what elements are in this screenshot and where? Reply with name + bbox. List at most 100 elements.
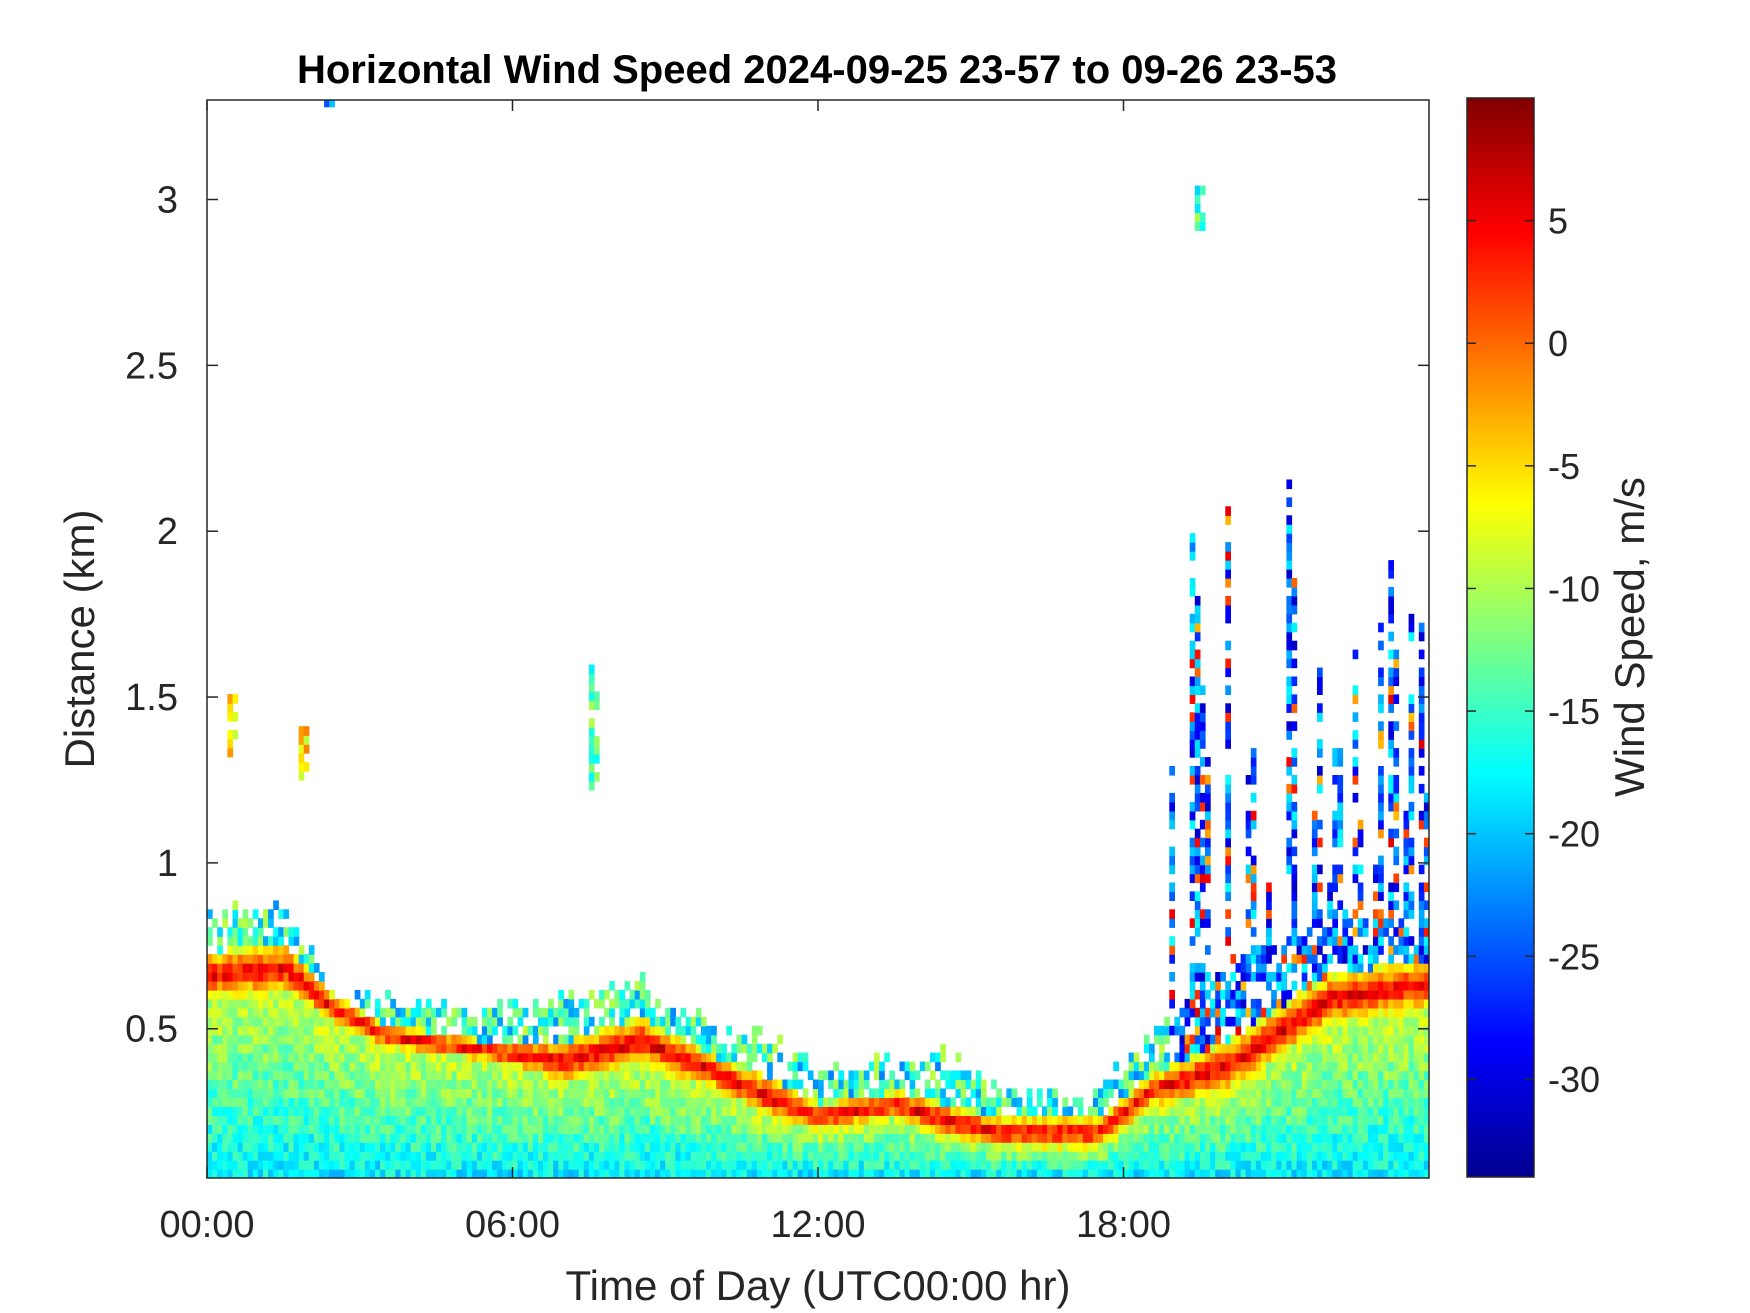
heatmap-cell [1255, 1007, 1262, 1018]
heatmap-cell [655, 998, 661, 1009]
heatmap-cell [1291, 1052, 1298, 1063]
heatmap-cell [884, 1079, 890, 1090]
heatmap-cell [313, 1097, 320, 1107]
heatmap-cell [777, 1079, 783, 1090]
heatmap-cell [441, 1097, 447, 1107]
heatmap-cell [1154, 1106, 1160, 1116]
heatmap-cell [420, 1070, 427, 1081]
heatmap-cell [741, 1151, 748, 1161]
heatmap-cell [792, 1142, 799, 1152]
heatmap-cell [339, 1052, 346, 1063]
heatmap-cell [1011, 1169, 1018, 1178]
heatmap-cell [466, 1169, 473, 1178]
heatmap-cell [1398, 1034, 1405, 1045]
heatmap-cell [1159, 1124, 1165, 1134]
heatmap-cell [1189, 1133, 1196, 1143]
heatmap-cell [1327, 1151, 1333, 1161]
heatmap-cell [319, 972, 325, 982]
heatmap-cell [1149, 1088, 1155, 1098]
heatmap-cell [522, 1160, 529, 1170]
heatmap-cell [308, 1043, 315, 1054]
heatmap-cell [268, 972, 274, 982]
heatmap-cell [1042, 1115, 1048, 1125]
heatmap-cell [1403, 864, 1410, 875]
heatmap-cell [334, 1169, 340, 1178]
heatmap-cell [497, 1160, 503, 1170]
heatmap-cell [1215, 1106, 1221, 1116]
heatmap-cell [257, 1115, 264, 1125]
heatmap-cell [242, 936, 249, 946]
heatmap-cell [497, 1169, 503, 1178]
heatmap-cell [227, 989, 234, 1000]
heatmap-cell [1403, 1097, 1410, 1107]
heatmap-cell [1199, 1115, 1206, 1125]
heatmap-cell [207, 972, 213, 982]
heatmap-cell [1342, 1061, 1349, 1072]
heatmap-cell [848, 1079, 855, 1090]
heatmap-cell [986, 1169, 992, 1178]
heatmap-cell [568, 1034, 575, 1045]
heatmap-cell [588, 1169, 595, 1178]
heatmap-cell [894, 1097, 901, 1107]
heatmap-cell [670, 1070, 676, 1081]
heatmap-cell [293, 1160, 300, 1170]
heatmap-cell [746, 1052, 753, 1063]
heatmap-cell [1418, 730, 1425, 740]
heatmap-cell [1230, 972, 1237, 982]
heatmap-cell [268, 1061, 274, 1072]
heatmap-cell [222, 1169, 228, 1178]
heatmap-cell [1398, 1025, 1405, 1036]
heatmap-cell [1042, 1142, 1048, 1152]
heatmap-cell [711, 1169, 717, 1178]
heatmap-cell [1286, 1007, 1293, 1018]
heatmap-cell [441, 1115, 447, 1125]
heatmap-cell [700, 1106, 707, 1116]
heatmap-cell [425, 1115, 432, 1125]
heatmap-cell [1291, 586, 1298, 597]
heatmap-cell [930, 1124, 936, 1134]
heatmap-cell [476, 1142, 483, 1152]
heatmap-cell [1367, 998, 1374, 1009]
heatmap-cell [1199, 918, 1206, 928]
heatmap-cell [1169, 918, 1175, 928]
heatmap-cell [909, 1079, 916, 1090]
heatmap-cell [1205, 989, 1211, 1000]
heatmap-cell [375, 1070, 381, 1081]
heatmap-cell [252, 927, 259, 937]
heatmap-cell [914, 1169, 921, 1178]
heatmap-cell [660, 1160, 666, 1170]
heatmap-cell [278, 1025, 284, 1036]
heatmap-cell [879, 1142, 885, 1152]
heatmap-cell [1418, 1160, 1425, 1170]
heatmap-cell [308, 1088, 315, 1098]
heatmap-cell [553, 1160, 559, 1170]
heatmap-cell [232, 729, 239, 740]
heatmap-cell [237, 1043, 244, 1054]
heatmap-cell [563, 1133, 570, 1143]
heatmap-cell [1036, 1142, 1043, 1152]
heatmap-cell [1016, 1133, 1023, 1143]
heatmap-cell [1281, 1025, 1287, 1036]
heatmap-cell [471, 1124, 478, 1134]
heatmap-cell [324, 1097, 330, 1107]
heatmap-cell [1378, 1043, 1384, 1054]
heatmap-cell [1408, 1088, 1415, 1098]
heatmap-cell [711, 1025, 717, 1036]
heatmap-cell [354, 1025, 361, 1036]
heatmap-cell [665, 1115, 671, 1125]
heatmap-cell [594, 1025, 600, 1036]
heatmap-cell [1164, 1115, 1170, 1125]
heatmap-cell [726, 1142, 732, 1152]
heatmap-cell [1342, 1007, 1349, 1018]
heatmap-cell [1367, 1106, 1374, 1116]
heatmap-cell [1311, 1124, 1318, 1134]
heatmap-cell [634, 1070, 641, 1081]
heatmap-cell [930, 1106, 936, 1116]
heatmap-cell [543, 1070, 549, 1081]
heatmap-cell [308, 1052, 315, 1063]
heatmap-cell [1271, 1115, 1277, 1125]
heatmap-cell [751, 1088, 758, 1098]
heatmap-cell [451, 1151, 458, 1161]
heatmap-cell [507, 1034, 514, 1045]
heatmap-cell [675, 1160, 682, 1170]
